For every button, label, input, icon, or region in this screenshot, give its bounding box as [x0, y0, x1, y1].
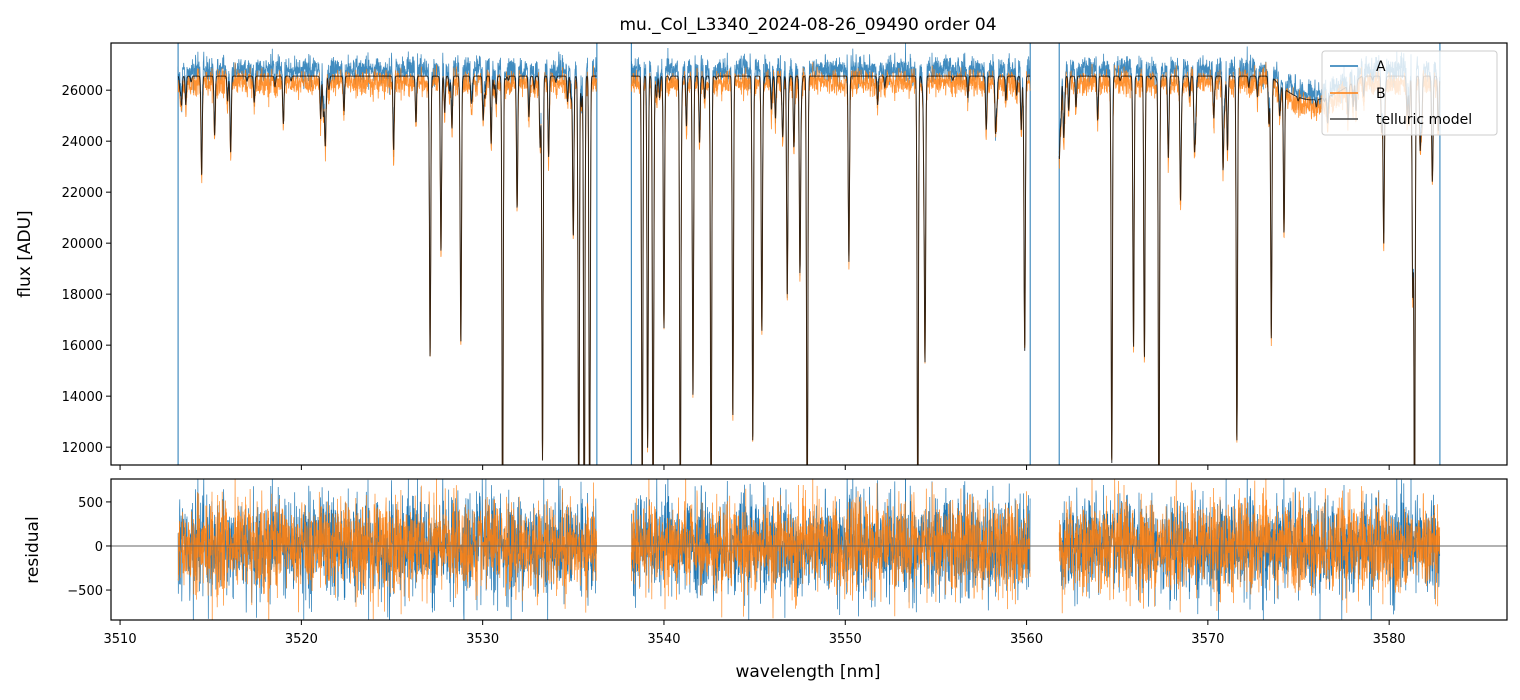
x-tick-label: 3550 [829, 632, 862, 647]
x-tick-label: 3520 [285, 632, 318, 647]
series-b-residual-line [1058, 479, 1441, 614]
flux-y-tick-label: 24000 [62, 135, 103, 150]
flux-y-tick-label: 20000 [62, 237, 103, 252]
flux-y-tick-label: 18000 [62, 288, 103, 303]
series-b-residual-line [177, 479, 598, 620]
residual-y-tick-label: 500 [78, 496, 103, 511]
residual-axes-frame [110, 478, 1508, 621]
x-tick-label: 3560 [1010, 632, 1043, 647]
flux-y-tick-label: 14000 [62, 390, 103, 405]
telluric-model-line [631, 75, 1031, 465]
residual-y-tick-label: −500 [67, 584, 103, 599]
series-b-residual-line [630, 479, 1031, 619]
axis-ticks: 3510 3520 3530 3540 3550 3560 3570 3580 12000 140… [62, 84, 1406, 647]
residual-plot-area [111, 479, 1507, 620]
series-b-flux-line [630, 62, 1031, 465]
x-tick-label: 3580 [1373, 632, 1406, 647]
flux-y-tick-label: 16000 [62, 339, 103, 354]
flux-y-label: flux [ADU] [15, 210, 35, 297]
x-axis-label: wavelength [nm] [735, 662, 880, 682]
telluric-model-line [177, 75, 597, 465]
flux-axes-frame [110, 42, 1508, 466]
legend: A B telluric model [1321, 50, 1498, 136]
residual-y-label: residual [23, 516, 43, 583]
residual-y-tick-label: 0 [95, 540, 103, 555]
chart-title: mu._Col_L3340_2024-08-26_09490 order 04 [619, 15, 996, 35]
flux-y-tick-label: 22000 [62, 186, 103, 201]
legend-label-a: A [1376, 59, 1386, 75]
x-tick-label: 3540 [647, 632, 680, 647]
legend-label-b: B [1376, 86, 1386, 102]
telluric-model-line [1058, 75, 1441, 465]
legend-label-model: telluric model [1376, 112, 1472, 128]
series-a-flux-line [631, 43, 1031, 465]
flux-y-tick-label: 12000 [62, 441, 103, 456]
x-tick-label: 3510 [104, 632, 137, 647]
flux-y-tick-label: 26000 [62, 84, 103, 99]
flux-plot-area [177, 43, 1441, 465]
series-a-flux-line [177, 48, 598, 465]
series-b-flux-line [177, 62, 598, 465]
x-tick-label: 3570 [1191, 632, 1224, 647]
x-tick-label: 3530 [466, 632, 499, 647]
legend-box [1321, 50, 1498, 136]
